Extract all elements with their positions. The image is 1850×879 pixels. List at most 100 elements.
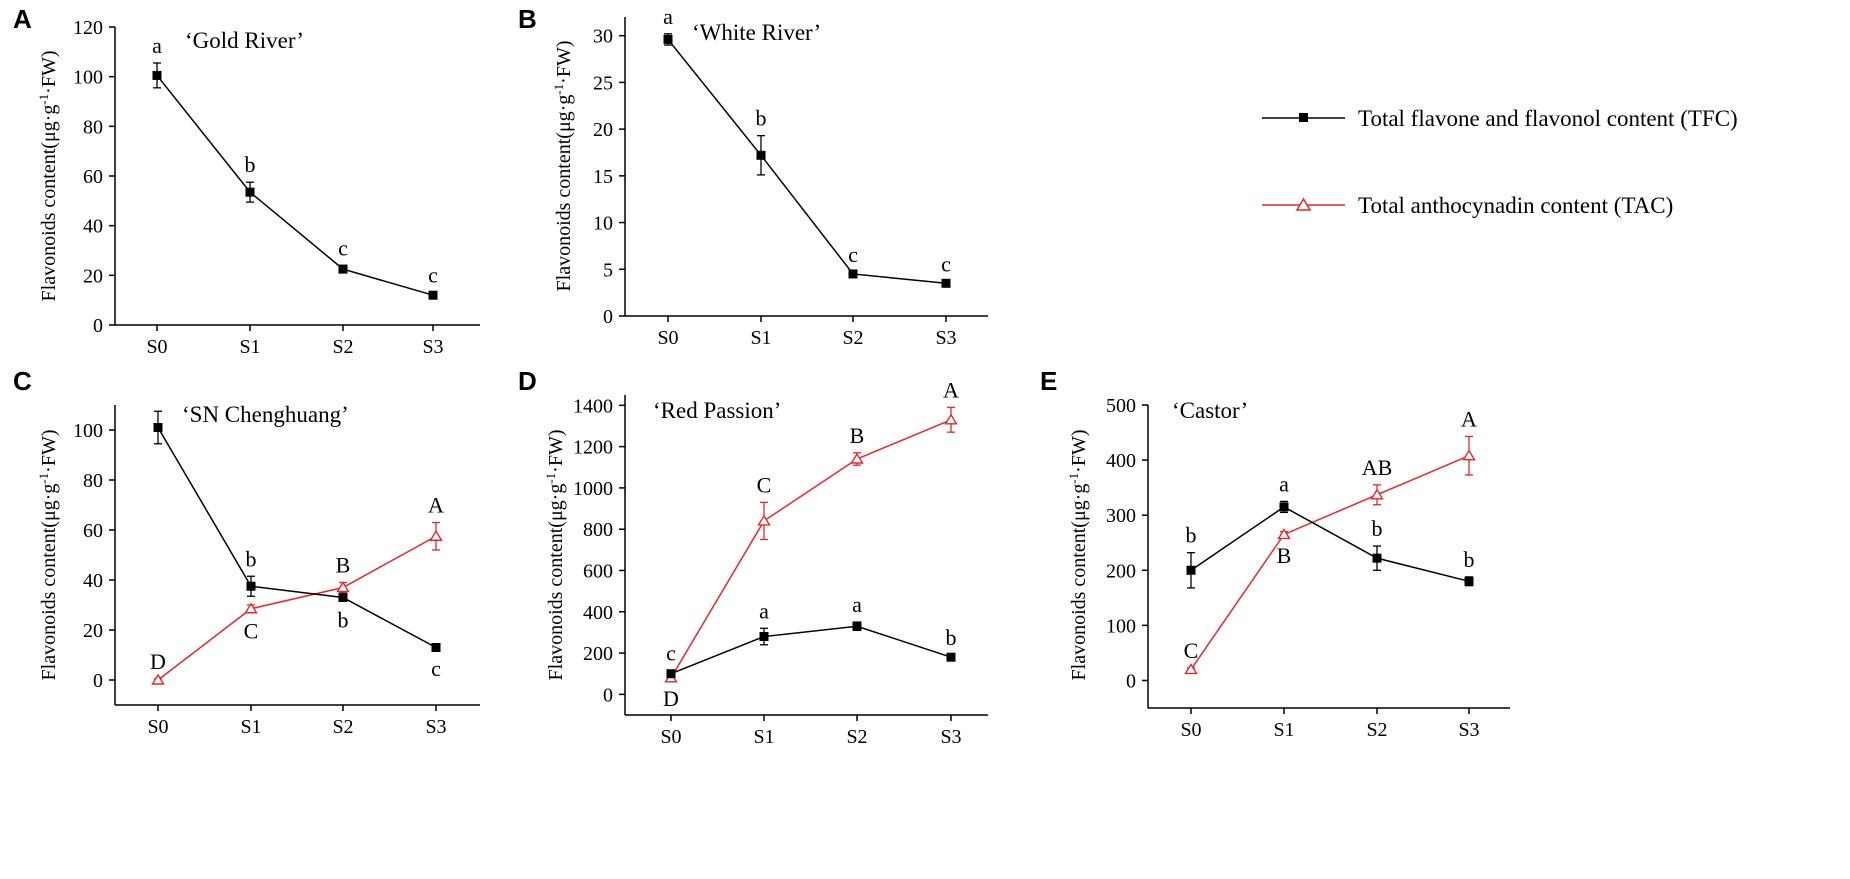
data-point-tfc	[941, 278, 951, 288]
data-point-tac	[850, 452, 864, 464]
x-tick-label: S0	[146, 336, 167, 358]
series-line-tfc	[157, 427, 437, 649]
data-point-tfc	[666, 669, 676, 679]
significance-letter: B	[850, 423, 865, 448]
significance-letter: c	[848, 242, 858, 267]
data-point-tfc	[246, 581, 256, 591]
data-point-tac	[151, 673, 165, 685]
panel-letter: A	[13, 4, 32, 34]
y-axis-label: Flavonoids content(μg·g-1·FW)	[1066, 430, 1090, 681]
significance-letter: c	[431, 656, 441, 681]
legend-tac-marker	[1295, 197, 1312, 211]
significance-letter: a	[663, 4, 673, 29]
legend-tfc-label: Total flavone and flavonol content (TFC)	[1358, 106, 1738, 131]
data-point-tfc	[1279, 502, 1289, 512]
y-tick-label: 100	[73, 420, 103, 442]
chart-title: ‘White River’	[692, 20, 821, 45]
data-point-tac	[1370, 488, 1384, 500]
significance-letter: C	[1184, 638, 1199, 663]
data-point-tfc	[1372, 553, 1382, 563]
x-tick-label: S3	[935, 327, 956, 349]
significance-letter: b	[1464, 547, 1475, 572]
data-point-tac	[336, 581, 350, 593]
x-tick-label: S0	[147, 716, 168, 738]
data-point-tfc	[1186, 565, 1196, 575]
panel-b: B 0 5 10 15 20 25 30 S0 S1 S2 S3 Flavonoids content(…	[518, 4, 988, 349]
data-point-tfc	[663, 34, 673, 44]
y-tick-label: 200	[583, 643, 613, 665]
legend: Total flavone and flavonol content (TFC)…	[1262, 106, 1738, 218]
data-point-tfc	[153, 423, 163, 432]
data-point-tfc	[338, 264, 348, 274]
significance-letter: C	[244, 619, 259, 644]
data-point-tfc	[245, 187, 255, 197]
x-tick-label: S2	[332, 716, 353, 738]
chart-title: ‘SN Chenghuang’	[182, 402, 349, 427]
y-tick-label: 100	[1106, 615, 1136, 637]
series-line-tfc	[670, 625, 952, 675]
significance-letter: D	[663, 686, 679, 711]
y-tick-label: 0	[93, 315, 103, 337]
significance-letter: b	[946, 625, 957, 650]
chart-title: ‘Red Passion’	[653, 398, 781, 423]
chart-title: ‘Gold River’	[185, 28, 304, 53]
data-point-tfc	[431, 643, 441, 652]
y-tick-label: 15	[593, 166, 613, 188]
y-tick-label: 120	[73, 17, 103, 39]
x-tick-label: S3	[422, 336, 443, 358]
data-point-tac	[1277, 528, 1291, 540]
significance-letter: a	[152, 33, 162, 58]
y-tick-label: 0	[93, 670, 103, 692]
y-tick-label: 1000	[573, 478, 613, 500]
significance-letter: c	[428, 263, 438, 288]
data-point-tac	[757, 514, 771, 526]
y-axis-label: Flavonoids content(μg·g-1·FW)	[543, 430, 567, 681]
series-line-tac	[670, 419, 952, 679]
data-point-tac	[944, 413, 958, 425]
x-tick-label: S1	[240, 716, 261, 738]
x-tick-label: S1	[753, 726, 774, 748]
panel-letter: D	[518, 366, 537, 396]
series-line-tfc	[1190, 506, 1470, 583]
data-point-tfc	[852, 621, 862, 631]
y-tick-label: 500	[1106, 395, 1136, 417]
y-tick-label: 1400	[573, 395, 613, 417]
data-point-tfc	[1464, 576, 1474, 586]
data-point-tfc	[946, 652, 956, 662]
y-tick-label: 0	[603, 684, 613, 706]
panel-d: D 0 200 400 600 800 1000 1200 1400 S0 S1 S2 S3 Flavon…	[518, 366, 988, 748]
y-tick-label: 1200	[573, 437, 613, 459]
significance-letter: b	[756, 106, 767, 131]
data-point-tac	[1462, 449, 1476, 461]
data-point-tfc	[759, 632, 769, 642]
y-tick-label: 20	[83, 620, 103, 642]
series-line-tfc	[667, 38, 947, 285]
y-tick-label: 25	[593, 72, 613, 94]
data-point-tac	[429, 529, 443, 541]
x-tick-label: S3	[425, 716, 446, 738]
y-tick-label: 400	[583, 602, 613, 624]
series-line-tac	[1190, 454, 1470, 670]
significance-letter: c	[338, 235, 348, 260]
series-line-tac	[157, 535, 437, 681]
significance-letter: A	[428, 493, 444, 518]
legend-tac-label: Total anthocynadin content (TAC)	[1358, 193, 1673, 218]
y-tick-label: 0	[603, 306, 613, 328]
data-point-tac	[1184, 663, 1198, 675]
legend-tfc-marker	[1299, 113, 1308, 122]
series-line-tfc	[156, 74, 434, 296]
x-tick-label: S2	[842, 327, 863, 349]
x-tick-label: S0	[660, 726, 681, 748]
significance-letter: A	[943, 377, 959, 402]
y-tick-label: 60	[83, 520, 103, 542]
y-tick-label: 80	[83, 116, 103, 138]
significance-letter: A	[1461, 406, 1477, 431]
x-tick-label: S1	[750, 327, 771, 349]
significance-letter: b	[1186, 523, 1197, 548]
y-tick-label: 300	[1106, 505, 1136, 527]
x-tick-label: S2	[332, 336, 353, 358]
significance-letter: C	[757, 472, 772, 497]
y-axis-label: Flavonoids content(μg·g-1·FW)	[36, 51, 60, 302]
panel-letter: E	[1040, 366, 1057, 396]
